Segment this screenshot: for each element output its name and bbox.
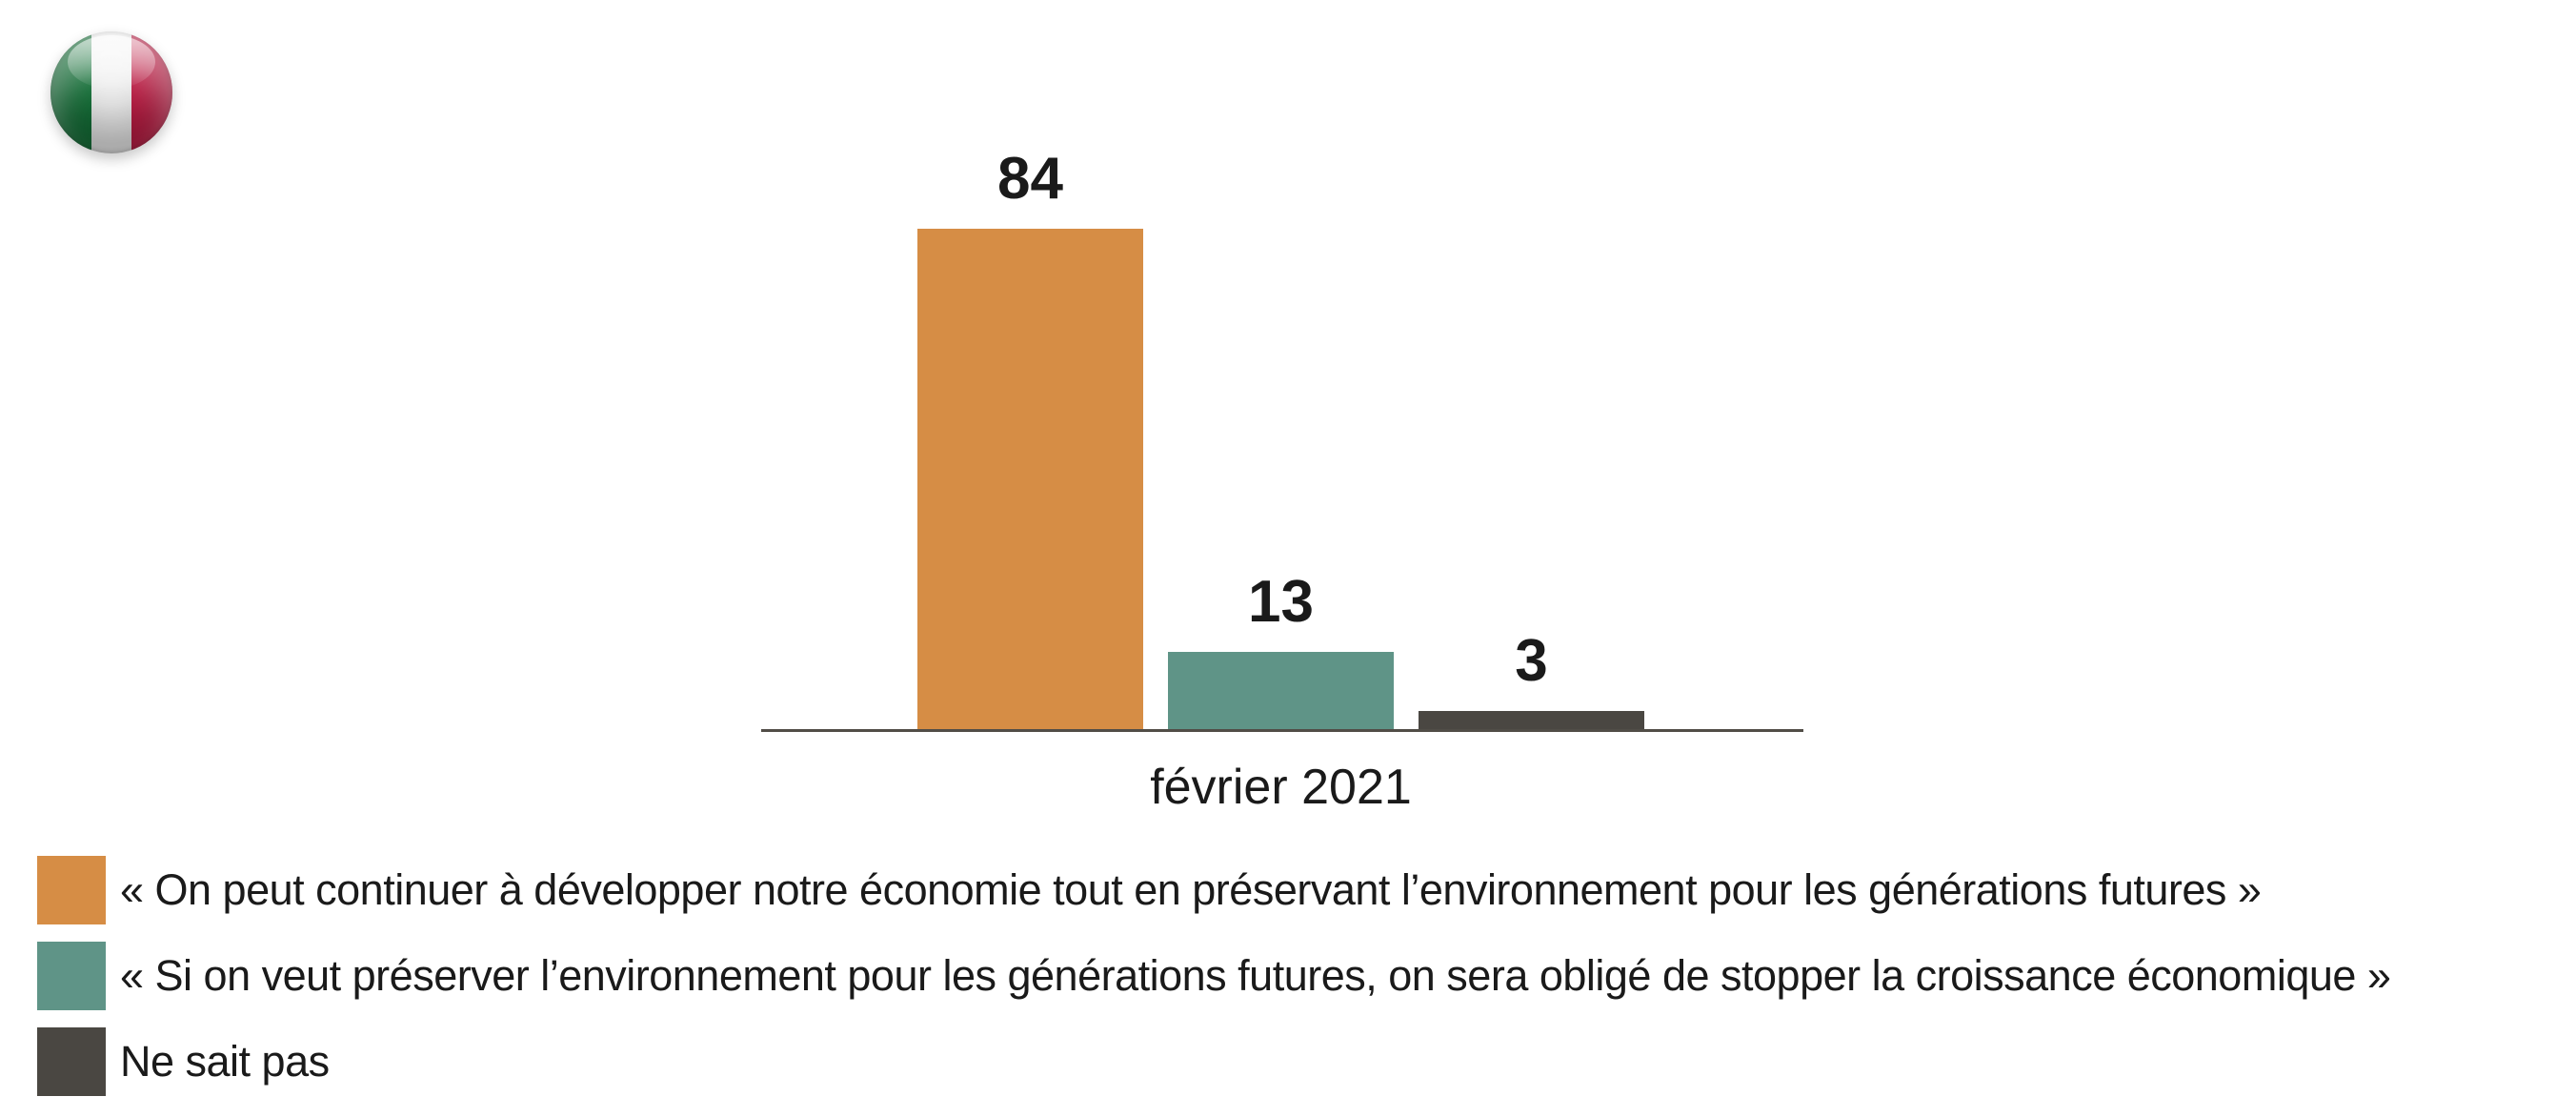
bar-ne-sait-pas xyxy=(1419,711,1644,729)
x-axis-category-label: février 2021 xyxy=(1150,760,1412,815)
legend-item: Ne sait pas xyxy=(37,1027,2390,1096)
legend-item: « On peut continuer à développer notre é… xyxy=(37,856,2390,924)
legend-label: « Si on veut préserver l’environnement p… xyxy=(120,951,2391,1000)
legend-swatch-teal xyxy=(37,942,106,1010)
bar-column-ne-sait-pas: 3 xyxy=(1419,632,1644,729)
bar-value-label: 13 xyxy=(1248,569,1314,635)
legend-item: « Si on veut préserver l’environnement p… xyxy=(37,942,2391,1010)
italy-flag-icon xyxy=(50,31,172,153)
bar-value-label: 3 xyxy=(1515,628,1548,694)
bar-stopper-croissance xyxy=(1168,652,1394,729)
legend-swatch-dark-gray xyxy=(37,1027,106,1096)
bar-economie-environnement xyxy=(917,229,1143,729)
bar-column-stopper-croissance: 13 xyxy=(1168,573,1394,729)
bar-column-economie-environnement: 84 xyxy=(917,150,1143,729)
legend-label: « On peut continuer à développer notre é… xyxy=(120,865,2262,914)
legend-swatch-orange xyxy=(37,856,106,924)
bar-value-label: 84 xyxy=(997,146,1063,212)
legend: « On peut continuer à développer notre é… xyxy=(37,856,2391,1113)
bar-chart: 84 13 3 février 2021 xyxy=(761,0,1803,815)
x-axis-line xyxy=(761,729,1803,732)
bar-group: 84 13 3 xyxy=(917,0,1644,729)
legend-label: Ne sait pas xyxy=(120,1037,330,1086)
